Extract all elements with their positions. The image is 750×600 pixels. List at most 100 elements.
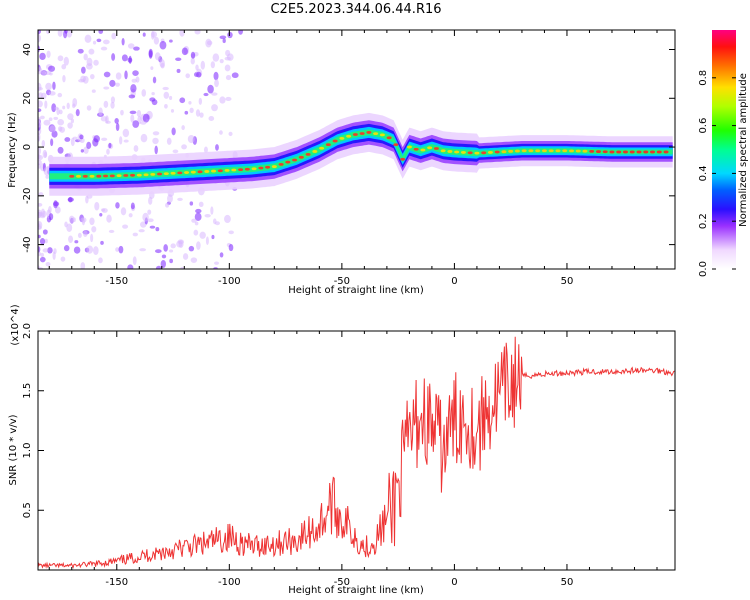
- spectrogram-noise-cell: [194, 30, 201, 35]
- spectrogram-noise-cell: [96, 38, 102, 43]
- spectrogram-peak-cell: [447, 150, 453, 153]
- spectrogram-noise-cell: [160, 62, 165, 69]
- spectrogram-noise-cell: [38, 266, 44, 269]
- spectrogram-noise-cell: [212, 53, 220, 62]
- spectrogram-ylabel: Frequency (Hz): [7, 112, 18, 188]
- spectrogram-noise-cell: [133, 145, 139, 152]
- spectrogram-noise-cell: [200, 60, 206, 70]
- spectrogram-noise-cell: [140, 221, 147, 228]
- spectrogram-noise-cell: [68, 235, 74, 244]
- spectrogram-noise-cell: [214, 261, 220, 265]
- spectrogram-noise-cell: [61, 64, 67, 70]
- spectrogram-noise-cell: [70, 118, 75, 124]
- spectrogram-noise-cell: [106, 148, 110, 155]
- spectrogram-peak-cell: [636, 150, 642, 154]
- spectrogram-noise-cell: [44, 238, 48, 244]
- spectrogram-peak-cell: [96, 174, 102, 178]
- spectrogram-noise-cell: [188, 245, 195, 252]
- spectrogram-peak-cell: [589, 149, 595, 153]
- snr-ytick-label: 0.5: [22, 502, 33, 518]
- spectrogram-noise-cell: [53, 116, 59, 120]
- spectrogram-peak-cell: [89, 174, 95, 178]
- spectrogram-noise-cell: [40, 92, 47, 100]
- spectrogram-noise-cell: [98, 107, 103, 116]
- spectrogram-peak-cell: [136, 173, 142, 177]
- spectrogram-noise-cell: [196, 241, 201, 250]
- spectrogram-noise-cell: [60, 256, 66, 262]
- spectrogram-peak-cell: [474, 151, 480, 155]
- spectrogram-ytick-label: -20: [22, 188, 33, 204]
- spectrogram-noise-cell: [57, 55, 64, 62]
- spectrogram-peak-cell: [535, 149, 541, 153]
- spectrogram-noise-cell: [62, 105, 66, 110]
- spectrogram-peak-cell: [379, 133, 385, 137]
- spectrogram-noise-cell: [80, 262, 86, 269]
- spectrogram-noise-cell: [85, 195, 89, 204]
- spectrogram-noise-cell: [211, 104, 218, 112]
- spectrogram-peak-cell: [649, 150, 655, 154]
- spectrogram-noise-cell: [39, 238, 46, 245]
- spectrogram-noise-cell: [198, 201, 204, 208]
- spectrogram-noise-cell: [222, 38, 226, 44]
- spectrogram-xlabel: Height of straight line (km): [288, 285, 424, 296]
- spectrogram-noise-cell: [39, 256, 46, 263]
- spectrogram-peak-cell: [177, 171, 183, 175]
- spectrogram-peak-cell: [494, 150, 500, 154]
- spectrogram-peak-cell: [555, 149, 561, 153]
- spectrogram-ridge-band: [49, 129, 673, 180]
- spectrogram-noise-cell: [189, 201, 194, 206]
- spectrogram-noise-cell: [159, 40, 167, 50]
- snr-ytick-label: 1.5: [22, 383, 33, 399]
- spectrogram-noise-cell: [194, 221, 199, 226]
- spectrogram-peak-cell: [359, 132, 365, 135]
- spectrogram-noise-cell: [115, 247, 120, 252]
- spectrogram-peak-cell: [373, 132, 379, 136]
- colorbar-gradient: [712, 30, 736, 269]
- spectrogram-noise-cell: [130, 114, 135, 123]
- spectrogram-noise-cell: [179, 97, 186, 104]
- spectrogram-peak-cell: [150, 172, 156, 176]
- spectrogram-noise-cell: [57, 146, 64, 154]
- spectrogram-noise-cell: [153, 36, 160, 45]
- spectrogram-peak-cell: [184, 171, 190, 174]
- spectrogram-noise-cell: [132, 70, 139, 77]
- spectrogram-noise-cell: [136, 109, 142, 117]
- spectrogram-noise-cell: [101, 208, 106, 212]
- spectrogram-noise-cell: [169, 39, 173, 43]
- spectrogram-noise-cell: [170, 243, 176, 249]
- spectrogram-noise-cell: [204, 214, 211, 218]
- spectrogram-noise-cell: [150, 66, 154, 70]
- spectrogram-noise-cell: [148, 48, 153, 58]
- spectrogram-noise-cell: [164, 103, 168, 109]
- spectrogram-noise-cell: [42, 229, 48, 235]
- spectrogram-peak-cell: [339, 136, 345, 140]
- spectrogram-noise-cell: [72, 136, 78, 140]
- spectrogram-noise-cell: [94, 201, 100, 211]
- spectrogram-peak-cell: [231, 168, 237, 172]
- spectrogram-peak-cell: [298, 155, 304, 159]
- spectrogram-noise-cell: [111, 53, 116, 61]
- spectrogram-noise-cell: [140, 121, 147, 125]
- spectrogram-noise-cell: [99, 213, 103, 217]
- spectrogram-noise-cell: [38, 246, 41, 253]
- spectrogram-noise-cell: [49, 125, 57, 133]
- spectrogram-noise-cell: [219, 252, 224, 258]
- spectrogram-noise-cell: [48, 117, 53, 122]
- spectrogram-peak-cell: [278, 162, 284, 166]
- spectrogram-noise-cell: [57, 92, 63, 98]
- spectrogram-noise-cell: [165, 202, 170, 208]
- spectrogram-noise-cell: [103, 71, 111, 78]
- spectrogram-noise-cell: [133, 46, 140, 51]
- spectrogram-noise-cell: [42, 210, 47, 218]
- spectrogram-peak-cell: [406, 145, 412, 149]
- spectrogram-noise-cell: [213, 71, 219, 81]
- spectrogram-noise-cell: [184, 110, 189, 115]
- spectrogram-noise-cell: [42, 149, 48, 159]
- spectrogram-noise-cell: [38, 202, 43, 207]
- spectrogram-noise-cell: [43, 166, 51, 176]
- spectrogram-noise-cell: [238, 30, 243, 35]
- spectrogram-noise-cell: [225, 96, 232, 101]
- spectrogram-noise-cell: [168, 95, 173, 101]
- spectrogram-peak-cell: [224, 168, 230, 172]
- spectrogram-noise-cell: [127, 43, 135, 49]
